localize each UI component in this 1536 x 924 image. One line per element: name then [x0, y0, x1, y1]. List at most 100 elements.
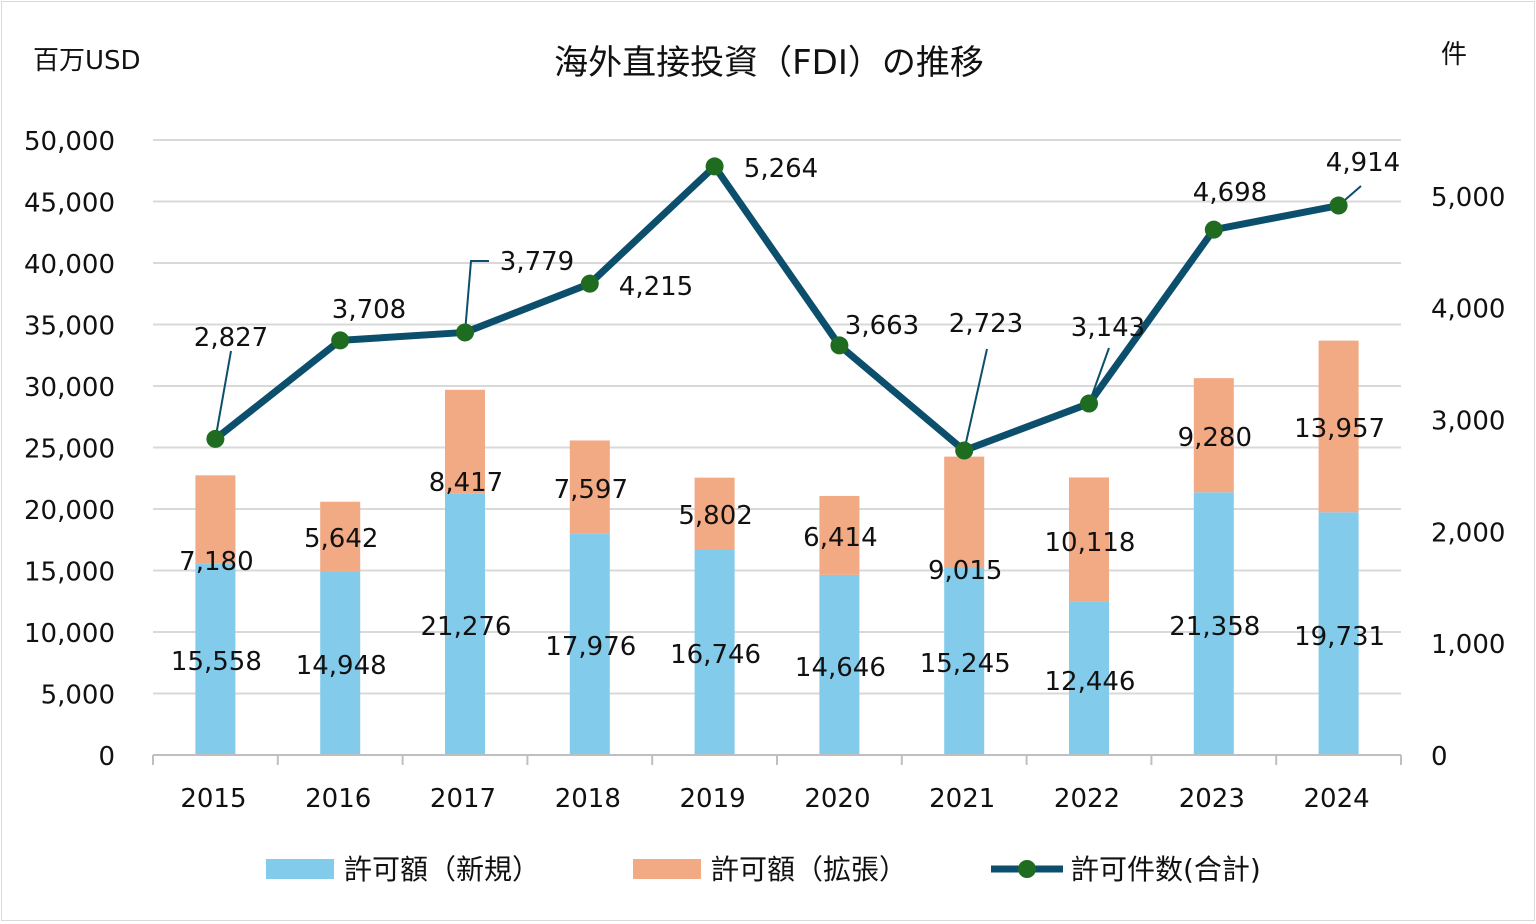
x-tick-label: 2015	[180, 784, 246, 814]
right-tick-label: 3,000	[1431, 407, 1505, 437]
legend-label-new: 許可額（新規）	[344, 853, 540, 886]
legend-marker-permits	[1018, 860, 1036, 878]
bar-expansion-2015	[195, 475, 236, 564]
bar-new-2016	[320, 571, 361, 755]
line-label: 4,914	[1326, 148, 1400, 178]
line-label: 4,215	[619, 272, 693, 302]
marker-2021	[955, 441, 974, 460]
left-tick-label: 45,000	[24, 189, 115, 219]
bar-new-2023	[1193, 492, 1234, 755]
bar-new-2017	[445, 493, 485, 755]
left-tick-label: 20,000	[24, 496, 115, 526]
right-tick-label: 0	[1431, 742, 1448, 772]
legend-label-expansion: 許可額（拡張）	[711, 853, 907, 886]
x-tick-label: 2017	[430, 784, 496, 814]
x-tick-label: 2016	[305, 784, 371, 814]
x-tick-label: 2024	[1304, 784, 1370, 814]
x-tick-label: 2021	[929, 784, 995, 814]
bar-expansion-label: 5,642	[304, 524, 378, 554]
bar-expansion-label: 13,957	[1294, 414, 1385, 444]
left-tick-label: 30,000	[24, 373, 115, 403]
marker-2015	[206, 429, 225, 448]
bar-expansion-2022	[1069, 477, 1109, 602]
legend-swatch-expansion	[633, 859, 701, 879]
bar-expansion-label: 8,417	[429, 468, 503, 498]
bar-new-label: 12,446	[1045, 667, 1136, 697]
legend-swatch-new	[266, 859, 334, 879]
line-label: 5,264	[744, 154, 818, 184]
bar-new-label: 14,646	[795, 653, 886, 683]
bar-new-label: 14,948	[296, 651, 387, 681]
bar-expansion-2016	[320, 501, 361, 572]
bar-new-label: 15,245	[920, 649, 1011, 679]
right-axis-unit: 件	[1441, 40, 1467, 70]
bar-new-2015	[195, 563, 236, 755]
bar-expansion-2017	[445, 389, 485, 494]
x-tick-label: 2020	[804, 784, 870, 814]
bar-expansion-label: 5,802	[678, 501, 752, 531]
x-tick-label: 2018	[555, 784, 621, 814]
chart-title: 海外直接投資（FDI）の推移	[554, 43, 984, 83]
bar-expansion-2018	[569, 440, 610, 534]
bar-expansion-2020	[819, 495, 860, 575]
bar-expansion-2023	[1193, 378, 1234, 493]
left-tick-label: 10,000	[24, 619, 115, 649]
marker-2020	[830, 336, 849, 355]
marker-2022	[1080, 394, 1098, 413]
line-label: 3,143	[1071, 313, 1145, 343]
left-tick-label: 5,000	[41, 681, 115, 711]
leader-line	[1088, 347, 1110, 404]
bar-new-label: 21,276	[421, 612, 512, 642]
bar-new-2021	[944, 567, 985, 755]
right-tick-label: 2,000	[1431, 518, 1505, 548]
leader-line	[963, 348, 988, 451]
bar-expansion-label: 9,015	[928, 556, 1002, 586]
bar-new-label: 19,731	[1294, 622, 1385, 652]
left-axis-unit: 百万USD	[33, 46, 141, 76]
bar-new-2020	[819, 574, 860, 755]
marker-2023	[1204, 220, 1223, 239]
bar-expansion-2019	[694, 477, 735, 550]
bar-expansion-label: 6,414	[803, 523, 877, 553]
marker-2016	[331, 331, 350, 350]
bar-expansion-2024	[1318, 340, 1359, 513]
marker-2018	[580, 274, 599, 293]
x-tick-label: 2023	[1179, 784, 1245, 814]
line-label: 3,779	[500, 247, 574, 277]
bar-expansion-label: 9,280	[1178, 423, 1252, 453]
line-label: 3,663	[845, 311, 919, 341]
bar-new-2018	[569, 533, 610, 755]
bar-expansion-label: 7,597	[554, 475, 628, 505]
x-tick-label: 2022	[1054, 784, 1120, 814]
left-tick-label: 40,000	[24, 250, 115, 280]
bar-new-2024	[1318, 512, 1359, 755]
bar-new-label: 15,558	[171, 647, 262, 677]
bar-new-label: 16,746	[670, 640, 761, 670]
bar-expansion-label: 10,118	[1045, 528, 1136, 558]
left-tick-label: 25,000	[24, 435, 115, 465]
line-label: 2,723	[949, 309, 1023, 339]
right-tick-label: 4,000	[1431, 295, 1505, 325]
bar-new-label: 21,358	[1169, 612, 1260, 642]
left-tick-label: 35,000	[24, 312, 115, 342]
bar-new-2022	[1069, 601, 1109, 755]
line-label: 3,708	[332, 295, 406, 325]
left-tick-label: 0	[98, 742, 115, 772]
left-tick-label: 50,000	[24, 127, 115, 157]
marker-2017	[456, 323, 474, 342]
bar-new-label: 17,976	[545, 632, 636, 662]
bar-expansion-2021	[944, 456, 985, 568]
right-tick-label: 5,000	[1431, 183, 1505, 213]
bar-new-2019	[694, 549, 735, 755]
marker-2024	[1329, 196, 1348, 215]
leader-line	[464, 260, 489, 333]
left-tick-label: 15,000	[24, 558, 115, 588]
line-label: 2,827	[194, 323, 268, 353]
legend-label-permits: 許可件数(合計)	[1071, 853, 1261, 886]
line-label: 4,698	[1193, 178, 1267, 208]
line-series-permits	[213, 162, 1340, 455]
x-tick-label: 2019	[680, 784, 746, 814]
marker-2019	[705, 157, 724, 176]
